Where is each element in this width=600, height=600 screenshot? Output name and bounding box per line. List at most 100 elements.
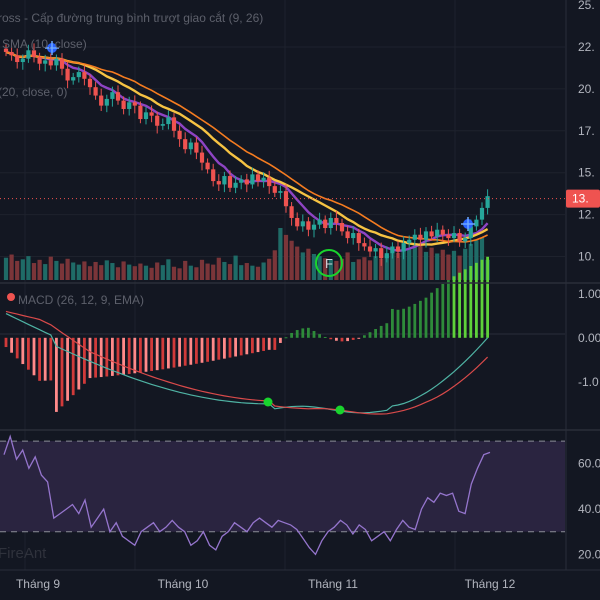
macd-hist-bar bbox=[346, 337, 349, 342]
macd-hist-bar bbox=[183, 337, 187, 366]
macd-hist-bar bbox=[32, 337, 36, 376]
rsi-axis[interactable]: 60.0 40.0 20.0 bbox=[578, 457, 600, 562]
macd-hist-bar bbox=[60, 337, 64, 407]
volume-bar bbox=[390, 247, 395, 280]
rsi-pane[interactable] bbox=[0, 434, 565, 556]
volume-bar bbox=[82, 261, 87, 280]
price-tag-background bbox=[566, 189, 600, 208]
volume-bar bbox=[300, 252, 305, 280]
rsi-tick-label: 20.0 bbox=[578, 547, 600, 561]
candle-body bbox=[76, 72, 81, 78]
candle-body bbox=[323, 219, 328, 229]
macd-hist-bar bbox=[447, 280, 450, 338]
macd-hist-bar bbox=[340, 337, 344, 342]
candle-body bbox=[446, 234, 451, 239]
macd-hist-bar bbox=[55, 337, 58, 412]
macd-hist-bar bbox=[475, 262, 478, 338]
macd-hist-bar bbox=[407, 306, 411, 338]
macd-cross-dot-1 bbox=[263, 397, 273, 407]
price-tick-label: 22. bbox=[578, 40, 595, 54]
candle-body bbox=[244, 179, 249, 185]
candle-body bbox=[115, 92, 121, 101]
macd-tick-label: 1.00 bbox=[578, 287, 600, 301]
candle-body bbox=[317, 219, 322, 225]
volume-bar bbox=[227, 264, 233, 280]
macd-hist-bar bbox=[463, 269, 467, 338]
macd-hist-bar bbox=[357, 337, 361, 339]
macd-hist-bar bbox=[430, 292, 433, 338]
candle-body bbox=[390, 246, 395, 254]
candle-body bbox=[351, 233, 356, 239]
macd-hist-bar bbox=[77, 337, 81, 390]
volume-bar bbox=[261, 262, 266, 280]
time-axis[interactable]: Tháng 9 Tháng 10 Tháng 11 Tháng 12 bbox=[16, 577, 516, 591]
candle-body bbox=[418, 234, 423, 240]
candle-body bbox=[20, 58, 25, 63]
macd-hist-bar bbox=[144, 337, 148, 372]
macd-hist-bar bbox=[172, 337, 176, 368]
candle-body bbox=[43, 60, 48, 64]
signal-marker[interactable]: F bbox=[315, 249, 343, 277]
candle-body bbox=[183, 139, 188, 150]
macd-cross-dot-2 bbox=[335, 405, 345, 415]
volume-bar bbox=[418, 246, 423, 280]
macd-hist-bar bbox=[94, 337, 97, 378]
volume-bar bbox=[93, 261, 98, 280]
macd-hist-bar bbox=[189, 337, 193, 365]
macd-pane[interactable] bbox=[0, 256, 565, 415]
time-tick-label: Tháng 9 bbox=[16, 577, 60, 591]
candle-body bbox=[160, 124, 165, 126]
macd-hist-bar bbox=[301, 328, 305, 338]
candle-body bbox=[311, 224, 317, 230]
macd-axis[interactable]: 1.00 0.00 -1.0 bbox=[578, 287, 600, 389]
volume-bar bbox=[474, 240, 479, 280]
macd-hist-bar bbox=[15, 337, 19, 359]
price-pane[interactable]: F bbox=[0, 41, 566, 280]
volume-bar bbox=[194, 267, 199, 280]
volume-bar bbox=[127, 264, 132, 280]
macd-hist-bar bbox=[379, 325, 383, 338]
volume-bar bbox=[479, 237, 485, 280]
volume-bar bbox=[54, 260, 59, 280]
volume-bar bbox=[401, 244, 406, 280]
volume-bar bbox=[31, 263, 37, 280]
candle-body bbox=[3, 48, 9, 52]
macd-hist-bar bbox=[211, 337, 215, 361]
candle-body bbox=[468, 226, 473, 239]
candle-body bbox=[222, 176, 227, 185]
candle-body bbox=[138, 105, 143, 120]
volume-bars bbox=[3, 228, 490, 280]
volume-bar bbox=[267, 258, 272, 280]
macd-hist-bar bbox=[150, 337, 153, 371]
macd-hist-bar bbox=[279, 337, 282, 343]
volume-bar bbox=[362, 257, 367, 280]
macd-hist-bar bbox=[262, 337, 265, 351]
candle-body bbox=[93, 87, 98, 96]
volume-bar bbox=[457, 255, 462, 280]
candle-body bbox=[463, 238, 468, 242]
candle-body bbox=[211, 169, 216, 182]
price-tick-label: 15. bbox=[578, 166, 595, 180]
candle-body bbox=[149, 112, 154, 116]
volume-bar bbox=[311, 254, 317, 280]
candle-body bbox=[194, 142, 199, 153]
candle-body bbox=[306, 221, 311, 230]
volume-bar bbox=[115, 267, 121, 280]
macd-hist-bar bbox=[49, 337, 53, 381]
macd-hist-bar bbox=[4, 337, 8, 348]
candle-body bbox=[31, 50, 37, 58]
price-tick-label: 10. bbox=[578, 250, 595, 264]
candle-body bbox=[26, 50, 31, 59]
time-tick-label: Tháng 10 bbox=[158, 577, 209, 591]
volume-bar bbox=[37, 259, 42, 280]
volume-bar bbox=[255, 266, 261, 280]
candle-body bbox=[255, 174, 261, 182]
price-axis[interactable]: 25. 22. 20. 17. 15. 12. 10. bbox=[578, 0, 595, 264]
macd-hist-bar bbox=[245, 337, 249, 355]
candle-body bbox=[474, 219, 479, 227]
macd-hist-bar bbox=[43, 337, 47, 381]
macd-hist-bar bbox=[27, 337, 30, 370]
macd-hist-bar bbox=[307, 327, 310, 338]
macd-hist-bar bbox=[256, 337, 260, 353]
